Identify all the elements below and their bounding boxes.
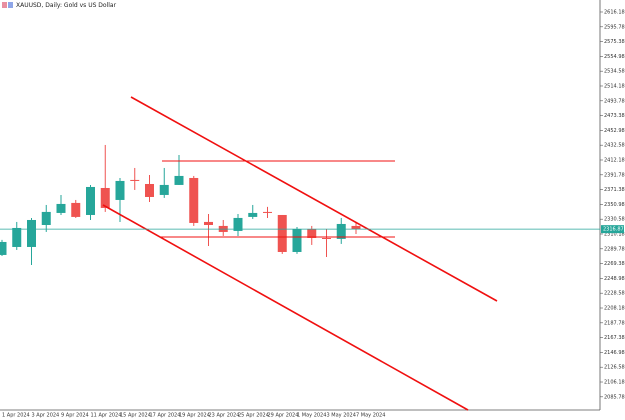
candle-body <box>159 184 169 195</box>
y-tick-label: 2330.58 <box>604 217 625 223</box>
y-tick-label: 2350.98 <box>604 202 625 208</box>
x-tick-label: 23 Apr 2024 <box>209 413 240 419</box>
y-tick-label: 2575.38 <box>604 39 625 45</box>
candle-body <box>292 228 302 252</box>
candle-body <box>41 211 51 225</box>
y-tick-label: 2085.78 <box>604 394 625 400</box>
y-tick-label: 2289.78 <box>604 246 625 252</box>
y-tick-label: 2228.58 <box>604 291 625 297</box>
y-tick-label: 2452.98 <box>604 128 625 134</box>
last-price-label: 2316.87 <box>603 227 624 233</box>
x-tick-label: 17 Apr 2024 <box>150 413 181 419</box>
candle-body <box>145 183 154 197</box>
symbol-icon <box>8 2 13 8</box>
y-tick-label: 2412.18 <box>604 157 625 163</box>
drawings <box>102 96 498 411</box>
x-tick-label: 15 Apr 2024 <box>120 413 151 419</box>
x-tick-label: 25 Apr 2024 <box>238 413 269 419</box>
candle-body <box>248 212 258 217</box>
x-tick-label: 9 Apr 2024 <box>61 413 89 419</box>
candle-body <box>233 217 243 231</box>
x-tick-label: 1 May 2024 <box>297 413 326 419</box>
y-tick-label: 2391.78 <box>604 172 625 178</box>
x-tick-label: 11 Apr 2024 <box>91 413 122 419</box>
candle-body <box>263 211 272 213</box>
x-tick-label: 7 May 2024 <box>356 413 385 419</box>
candle-body <box>27 219 36 247</box>
candle-body <box>322 237 331 239</box>
y-tick-label: 2208.18 <box>604 306 625 312</box>
y-tick-label: 2595.78 <box>604 24 625 30</box>
trend-line <box>130 96 498 302</box>
candle-body <box>130 179 140 181</box>
x-tick-label: 1 Apr 2024 <box>2 413 30 419</box>
y-tick-label: 2616.18 <box>604 9 625 15</box>
x-tick-label: 19 Apr 2024 <box>179 413 210 419</box>
candle-body <box>336 223 346 239</box>
candle-body <box>12 227 22 247</box>
candle-body <box>115 180 125 200</box>
x-tick-label: 3 May 2024 <box>327 413 356 419</box>
y-tick-label: 2493.78 <box>604 98 625 104</box>
candle-body <box>56 203 66 213</box>
symbol-icon <box>2 2 7 8</box>
y-tick-label: 2554.98 <box>604 54 625 60</box>
y-tick-label: 2167.38 <box>604 335 625 341</box>
chart-title: XAUUSD, Daily: Gold vs US Dollar <box>16 2 117 9</box>
y-tick-label: 2514.18 <box>604 83 625 89</box>
candle-body <box>277 214 287 252</box>
y-tick-label: 2146.98 <box>604 350 625 356</box>
trend-line <box>102 204 469 411</box>
y-tick-label: 2310.18 <box>604 231 625 237</box>
candle-body <box>0 241 7 255</box>
last-price-box <box>601 225 624 234</box>
y-tick-label: 2269.38 <box>604 261 625 267</box>
candle-body <box>189 177 199 223</box>
candle-body <box>86 186 95 215</box>
y-tick-label: 2248.98 <box>604 276 625 282</box>
candle-body <box>351 225 361 230</box>
x-tick-label: 29 Apr 2024 <box>268 413 299 419</box>
y-tick-label: 2534.58 <box>604 69 625 75</box>
candle-body <box>100 187 110 208</box>
candle-body <box>71 202 81 217</box>
y-tick-label: 2187.78 <box>604 320 625 326</box>
x-tick-label: 3 Apr 2024 <box>32 413 60 419</box>
candle-body <box>204 221 213 225</box>
y-tick-label: 2126.58 <box>604 365 625 371</box>
y-tick-label: 2432.58 <box>604 143 625 149</box>
candle-body <box>307 228 317 238</box>
candle-body <box>174 175 184 185</box>
y-tick-label: 2473.38 <box>604 113 625 119</box>
y-tick-label: 2371.38 <box>604 187 625 193</box>
y-tick-label: 2106.18 <box>604 380 625 386</box>
